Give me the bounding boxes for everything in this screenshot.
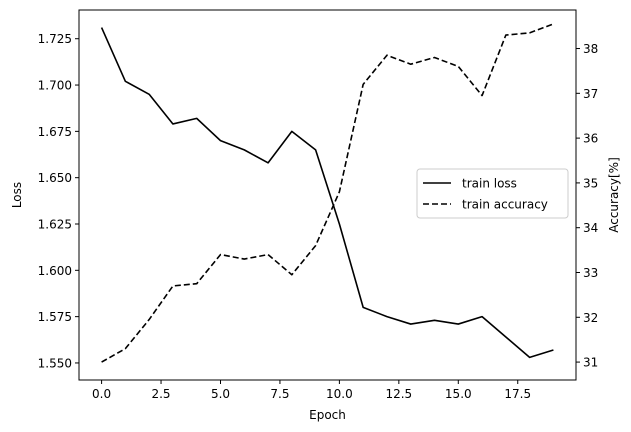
y-right-tick-label: 38 xyxy=(583,42,598,56)
y-right-tick-label: 31 xyxy=(583,356,598,370)
x-tick-label: 7.5 xyxy=(270,387,289,401)
series-line-train-accuracy xyxy=(101,23,554,363)
y-left-axis-label: Loss xyxy=(10,182,24,208)
axes: 0.0 2.5 5.0 7.5 10.0 12.5 15.0 17.5 1.550 1.575 1.… xyxy=(10,9,621,422)
x-tick-label: 10.0 xyxy=(326,387,353,401)
plot-area xyxy=(100,23,554,363)
legend-box xyxy=(416,168,569,219)
x-tick-label: 12.5 xyxy=(385,387,412,401)
y-right-tick-label: 32 xyxy=(583,311,598,325)
y-right-tick-label: 35 xyxy=(583,176,598,190)
y-left-tick-label: 1.550 xyxy=(38,356,72,370)
legend-label: train loss xyxy=(462,177,517,191)
y-right-tick-label: 36 xyxy=(583,132,598,146)
legend-label: train accuracy xyxy=(462,198,548,212)
plot-frame xyxy=(78,9,577,381)
y-left-tick-label: 1.600 xyxy=(38,264,72,278)
y-right-axis-label: Accuracy[%] xyxy=(607,157,621,233)
y-right-tick-label: 37 xyxy=(583,87,598,101)
y-left-tick-label: 1.700 xyxy=(38,79,72,93)
x-tick-label: 5.0 xyxy=(211,387,230,401)
y-right-tick-label: 33 xyxy=(583,266,598,280)
y-right-tick-label: 34 xyxy=(583,221,598,235)
x-tick-label: 17.5 xyxy=(504,387,531,401)
x-tick-label: 0.0 xyxy=(92,387,111,401)
x-tick-label: 15.0 xyxy=(445,387,472,401)
y-left-tick-label: 1.650 xyxy=(38,171,72,185)
legend: train loss train accuracy xyxy=(416,168,569,219)
series-line-train-loss xyxy=(100,27,554,359)
y-left-tick-label: 1.575 xyxy=(38,310,72,324)
y-left-tick-label: 1.675 xyxy=(38,125,72,139)
y-left-tick-label: 1.725 xyxy=(38,32,72,46)
x-tick-label: 2.5 xyxy=(151,387,170,401)
y-left-tick-label: 1.625 xyxy=(38,217,72,231)
x-axis-label: Epoch xyxy=(309,408,346,422)
